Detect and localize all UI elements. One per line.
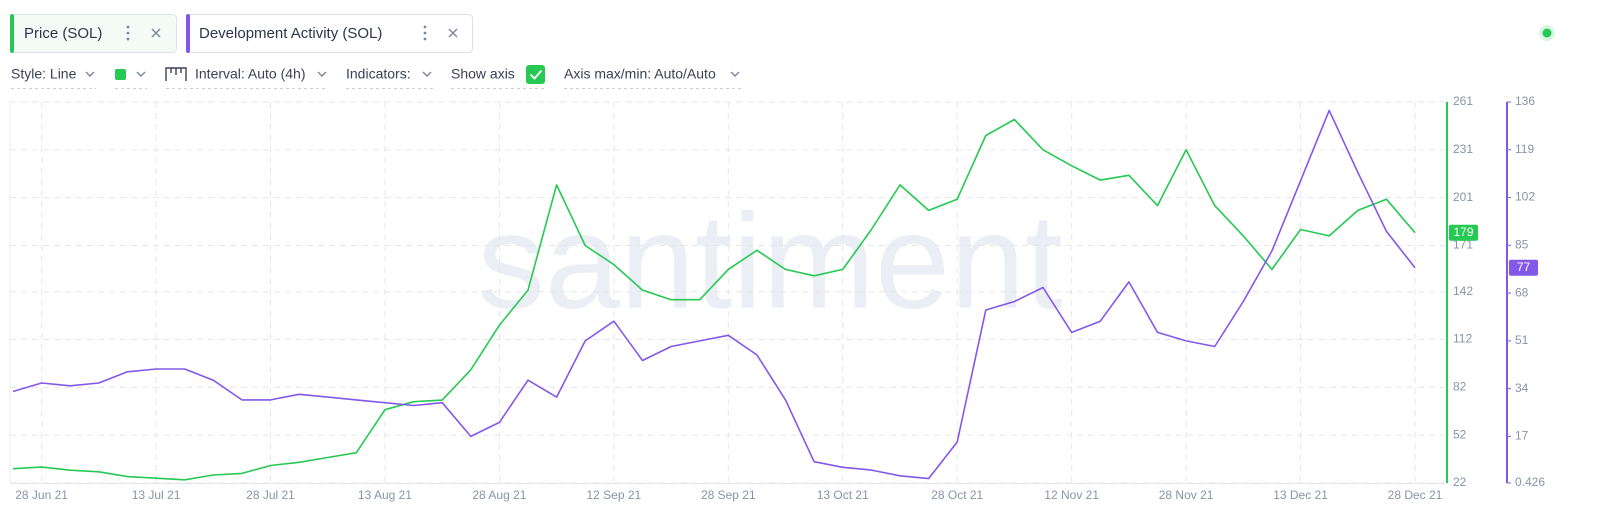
x-tick-label: 13 Oct 21 <box>817 488 869 502</box>
x-tick-label: 12 Nov 21 <box>1044 488 1099 502</box>
show-axis-checkbox[interactable] <box>526 65 545 84</box>
tab-accent <box>186 14 190 53</box>
menu-icon[interactable] <box>126 25 130 41</box>
chevron <box>136 71 146 77</box>
tab-label: Price (SOL) <box>24 25 102 42</box>
x-tick-label: 12 Sep 21 <box>586 488 641 502</box>
series-line <box>12 118 1416 481</box>
series-line <box>12 109 1416 480</box>
x-tick-label: 28 Jun 21 <box>15 488 68 502</box>
y2-tick-label: 68 <box>1515 285 1529 299</box>
x-tick-label: 28 Jul 21 <box>246 488 295 502</box>
axis-range-select[interactable]: Axis max/min: Auto/Auto <box>564 66 716 82</box>
y-tick-label: 142 <box>1453 284 1473 298</box>
check-mark <box>529 69 543 80</box>
tab-label: Development Activity (SOL) <box>199 25 382 42</box>
y-tick-label: 201 <box>1453 190 1473 204</box>
close-icon[interactable] <box>151 28 161 38</box>
color-select[interactable] <box>115 69 126 80</box>
metric-tab[interactable]: Development Activity (SOL) <box>186 14 473 53</box>
metric-tab[interactable]: Price (SOL) <box>10 14 177 53</box>
x-tick-label: 13 Aug 21 <box>358 488 412 502</box>
x-tick-label: 13 Dec 21 <box>1273 488 1328 502</box>
chevron <box>85 71 95 77</box>
plot-area: 22 52 82 112 142 171 201 231 261 0.426 17 34 51 68 85 1… <box>9 94 1545 502</box>
chevron <box>317 71 327 77</box>
y-tick-label: 112 <box>1453 332 1472 346</box>
last-value-badge <box>1449 224 1478 241</box>
x-tick-label: 28 Nov 21 <box>1159 488 1214 502</box>
y-tick-label: 231 <box>1453 142 1473 156</box>
y2-tick-label: 102 <box>1515 190 1535 204</box>
y-tick-label: 82 <box>1453 380 1467 394</box>
menu-icon[interactable] <box>423 25 427 41</box>
y2-tick-label: 51 <box>1515 333 1529 347</box>
y2-tick-label: 0.426 <box>1515 475 1545 489</box>
interval-select[interactable]: Interval: Auto (4h) <box>195 66 306 82</box>
chevron <box>730 71 740 77</box>
close-icon[interactable] <box>448 28 458 38</box>
x-tick-label: 28 Aug 21 <box>472 488 526 502</box>
y-tick-label: 22 <box>1453 475 1467 489</box>
status-dot <box>1542 28 1552 38</box>
x-tick-label: 28 Sep 21 <box>701 488 756 502</box>
y-tick-label: 171 <box>1453 238 1473 252</box>
x-tick-label: 13 Jul 21 <box>132 488 181 502</box>
y2-tick-label: 85 <box>1515 237 1529 251</box>
chevron <box>422 71 432 77</box>
x-tick-label: 28 Oct 21 <box>931 488 983 502</box>
toolbar: Style: Line Interval: Auto (4h) Indicato… <box>11 65 741 89</box>
last-value-label: 77 <box>1517 260 1531 274</box>
y2-tick-label: 34 <box>1515 381 1529 395</box>
last-value-badge <box>1509 259 1538 276</box>
y2-tick-label: 17 <box>1515 429 1529 443</box>
y-tick-label: 52 <box>1453 427 1467 441</box>
y2-tick-label: 136 <box>1515 94 1535 108</box>
y2-tick-label: 119 <box>1515 142 1534 156</box>
interval-icon <box>165 67 187 81</box>
tab-accent <box>10 14 14 53</box>
style-select[interactable]: Style: Line <box>11 66 77 82</box>
show-axis-label: Show axis <box>451 66 515 82</box>
last-value-label: 179 <box>1453 225 1473 239</box>
indicators-select[interactable]: Indicators: <box>346 66 411 82</box>
watermark: santiment <box>477 186 1062 337</box>
y-tick-label: 261 <box>1453 94 1473 108</box>
x-tick-label: 28 Dec 21 <box>1388 488 1443 502</box>
background-layer: santiment <box>477 186 1062 337</box>
